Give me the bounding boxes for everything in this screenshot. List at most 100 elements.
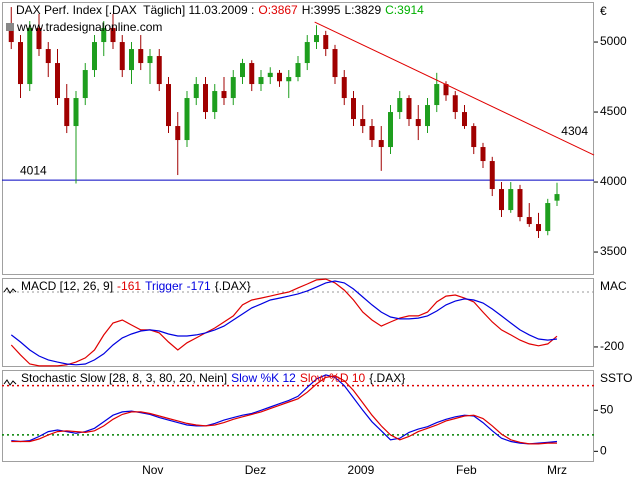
x-tick-label: Feb (456, 463, 477, 477)
candle-body (240, 63, 245, 78)
candle-body (536, 224, 541, 232)
x-tick-label: Dez (245, 463, 266, 477)
x-tick-label: Mrz (547, 463, 567, 477)
trendline-label: 4304 (561, 124, 588, 138)
candle-body (147, 56, 153, 64)
candle-body (425, 105, 430, 127)
currency: € (600, 4, 607, 18)
candle-body (184, 98, 190, 141)
y-tick-label: 0 (600, 443, 607, 457)
candle-body (230, 77, 236, 99)
candle-body (82, 70, 88, 99)
candle-body (480, 147, 486, 162)
candle-body (110, 28, 116, 43)
candle-body (27, 28, 33, 85)
candle-body (166, 84, 171, 127)
logo-icon (6, 23, 14, 31)
y-tick-label: 50 (600, 402, 614, 416)
indicator-title: Stochastic Slow [28, 8, 3, 80, 20, Nein] (21, 371, 227, 385)
x-tick-label: 2009 (348, 463, 375, 477)
candle-body (73, 98, 79, 127)
candle-body (212, 91, 218, 113)
candle-body (101, 28, 107, 43)
watermark: www.tradesignalonline.com (16, 20, 162, 34)
candle-body (119, 42, 125, 71)
candle-body (526, 217, 532, 225)
ohlc-label: H:3995 (302, 3, 341, 17)
candle-body (323, 35, 329, 50)
y-tick-label: 3500 (600, 244, 627, 258)
candle-body (286, 77, 292, 82)
y-tick-label: 4500 (600, 104, 627, 118)
candle-body (369, 126, 375, 141)
ohlc-label: O:3867 (258, 3, 298, 17)
candle-body (360, 119, 366, 127)
candle-body (341, 77, 347, 99)
y-tick-label: 5000 (600, 34, 627, 48)
series-line (11, 375, 557, 445)
legend: MACD [12, 26, 9] -161 Trigger -171 {.DAX} (21, 279, 251, 293)
chart-title: DAX Perf. Index [.DAX Täglich] 11.03.200… (16, 3, 424, 17)
candle-body (18, 42, 23, 85)
axis-title: MAC (600, 279, 627, 293)
legend-value: -161 (117, 279, 141, 293)
series-line (10, 280, 558, 366)
candle-body (55, 63, 60, 99)
candle-body (332, 49, 338, 78)
candle-body (203, 84, 208, 113)
candle-body (554, 194, 560, 201)
candle-body (462, 112, 467, 127)
indicator-icon (3, 379, 17, 386)
candle-body (258, 77, 264, 85)
candle-body (406, 98, 412, 120)
candle-body (378, 140, 384, 148)
legend-entry: Slow %K 12 (231, 371, 296, 385)
legend-entry: MACD [12, 26, 9] (21, 279, 113, 293)
candle-body (471, 126, 477, 148)
candle-body (489, 161, 495, 190)
candle-body (443, 84, 449, 96)
candle-body (452, 95, 458, 113)
price-panel (2, 2, 594, 275)
candle-body (36, 28, 42, 50)
x-tick-label: Nov (142, 463, 163, 477)
y-tick-label: 4000 (600, 174, 627, 188)
candle-body (64, 98, 70, 127)
symbol: {.DAX} (369, 371, 405, 385)
candle-body (388, 112, 393, 148)
candle-body (314, 35, 319, 43)
legend-entry: Slow %D 10 (300, 371, 366, 385)
candle-body (545, 203, 551, 232)
candle-body (221, 91, 227, 99)
candle-body (138, 49, 144, 64)
candle-body (193, 84, 199, 99)
candle-body (249, 63, 255, 85)
indicator-icon (3, 287, 17, 294)
ohlc-label: C:3914 (385, 3, 424, 17)
trendline (314, 21, 595, 156)
candle-body (397, 98, 403, 113)
legend: Stochastic Slow [28, 8, 3, 80, 20, Nein]… (21, 371, 405, 385)
candle-body (267, 72, 273, 78)
candle-body (45, 49, 51, 64)
candle-body (508, 189, 514, 211)
axis-title: SSTO (600, 371, 632, 385)
legend-value: -171 (187, 279, 211, 293)
candle-body (351, 98, 356, 120)
plot-layer: 3500 4000 4500 5000 €4014 4304 -200 MAC 0 50 SSTO N… (2, 4, 632, 477)
stochastic-panel (2, 370, 594, 462)
legend-entry: Trigger (145, 279, 183, 293)
candle-body (175, 126, 181, 141)
horizontal-line-label: 4014 (20, 163, 47, 177)
y-tick-label: -200 (600, 339, 624, 353)
ohlc-label: L:3829 (344, 3, 381, 17)
symbol: {.DAX} (215, 279, 251, 293)
candle-body (517, 189, 523, 218)
candle-body (499, 189, 504, 211)
title: DAX Perf. Index [.DAX Täglich] 11.03.200… (16, 3, 254, 17)
candle-body (295, 63, 301, 78)
candle-body (156, 56, 162, 85)
candle-body (434, 84, 440, 106)
